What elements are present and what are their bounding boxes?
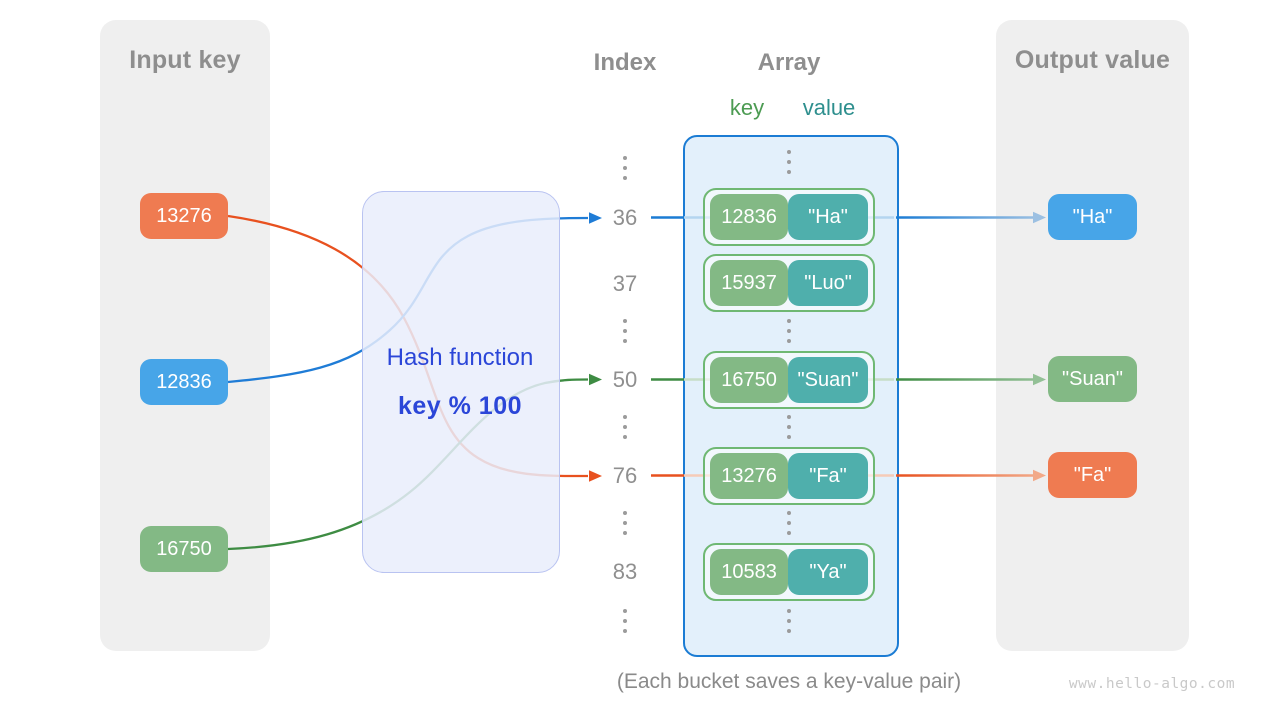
ellipsis-dots: [787, 150, 791, 174]
ellipsis-dots: [787, 511, 791, 535]
bucket-key: 16750: [710, 357, 789, 403]
bucket-row: 12836 "Ha": [703, 188, 875, 246]
input-panel-title: Input key: [129, 46, 241, 74]
ellipsis-dots: [623, 415, 627, 439]
ellipsis-dots: [623, 609, 627, 633]
bucket-value: "Ha": [788, 194, 868, 240]
output-panel: [996, 20, 1189, 651]
array-header: Array: [757, 49, 821, 76]
bucket-value: "Ya": [788, 549, 868, 595]
bucket-row: 10583 "Ya": [703, 543, 875, 601]
ellipsis-dots: [623, 511, 627, 535]
index-76: 76: [612, 463, 638, 488]
watermark: www.hello-algo.com: [1068, 676, 1236, 692]
output-value-suan: "Suan": [1048, 356, 1137, 402]
value-column-label: value: [802, 95, 856, 120]
output-value-ha: "Ha": [1048, 194, 1137, 240]
index-header: Index: [593, 49, 657, 76]
input-key-16750: 16750: [140, 526, 228, 572]
bucket-key: 12836: [710, 194, 789, 240]
bucket-key: 10583: [710, 549, 789, 595]
hash-function-title: Hash function: [386, 344, 534, 371]
bucket-value: "Fa": [788, 453, 868, 499]
output-value-fa: "Fa": [1048, 452, 1137, 498]
bucket-value: "Suan": [788, 357, 868, 403]
ellipsis-dots: [623, 319, 627, 343]
output-panel-title: Output value: [1014, 46, 1171, 74]
ellipsis-dots: [623, 156, 627, 180]
index-50: 50: [612, 367, 638, 392]
hash-function-formula: key % 100: [397, 392, 523, 420]
input-key-13276: 13276: [140, 193, 228, 239]
bucket-row: 15937 "Luo": [703, 254, 875, 312]
bucket-key: 15937: [710, 260, 789, 306]
input-key-12836: 12836: [140, 359, 228, 405]
diagram-caption: (Each bucket saves a key-value pair): [616, 670, 962, 693]
ellipsis-dots: [787, 319, 791, 343]
index-36: 36: [612, 205, 638, 230]
ellipsis-dots: [787, 609, 791, 633]
index-83: 83: [612, 559, 638, 584]
bucket-key: 13276: [710, 453, 789, 499]
bucket-row: 16750 "Suan": [703, 351, 875, 409]
bucket-row: 13276 "Fa": [703, 447, 875, 505]
ellipsis-dots: [787, 415, 791, 439]
key-column-label: key: [729, 95, 765, 120]
hash-function-box: [362, 191, 560, 573]
bucket-value: "Luo": [788, 260, 868, 306]
index-37: 37: [612, 271, 638, 296]
